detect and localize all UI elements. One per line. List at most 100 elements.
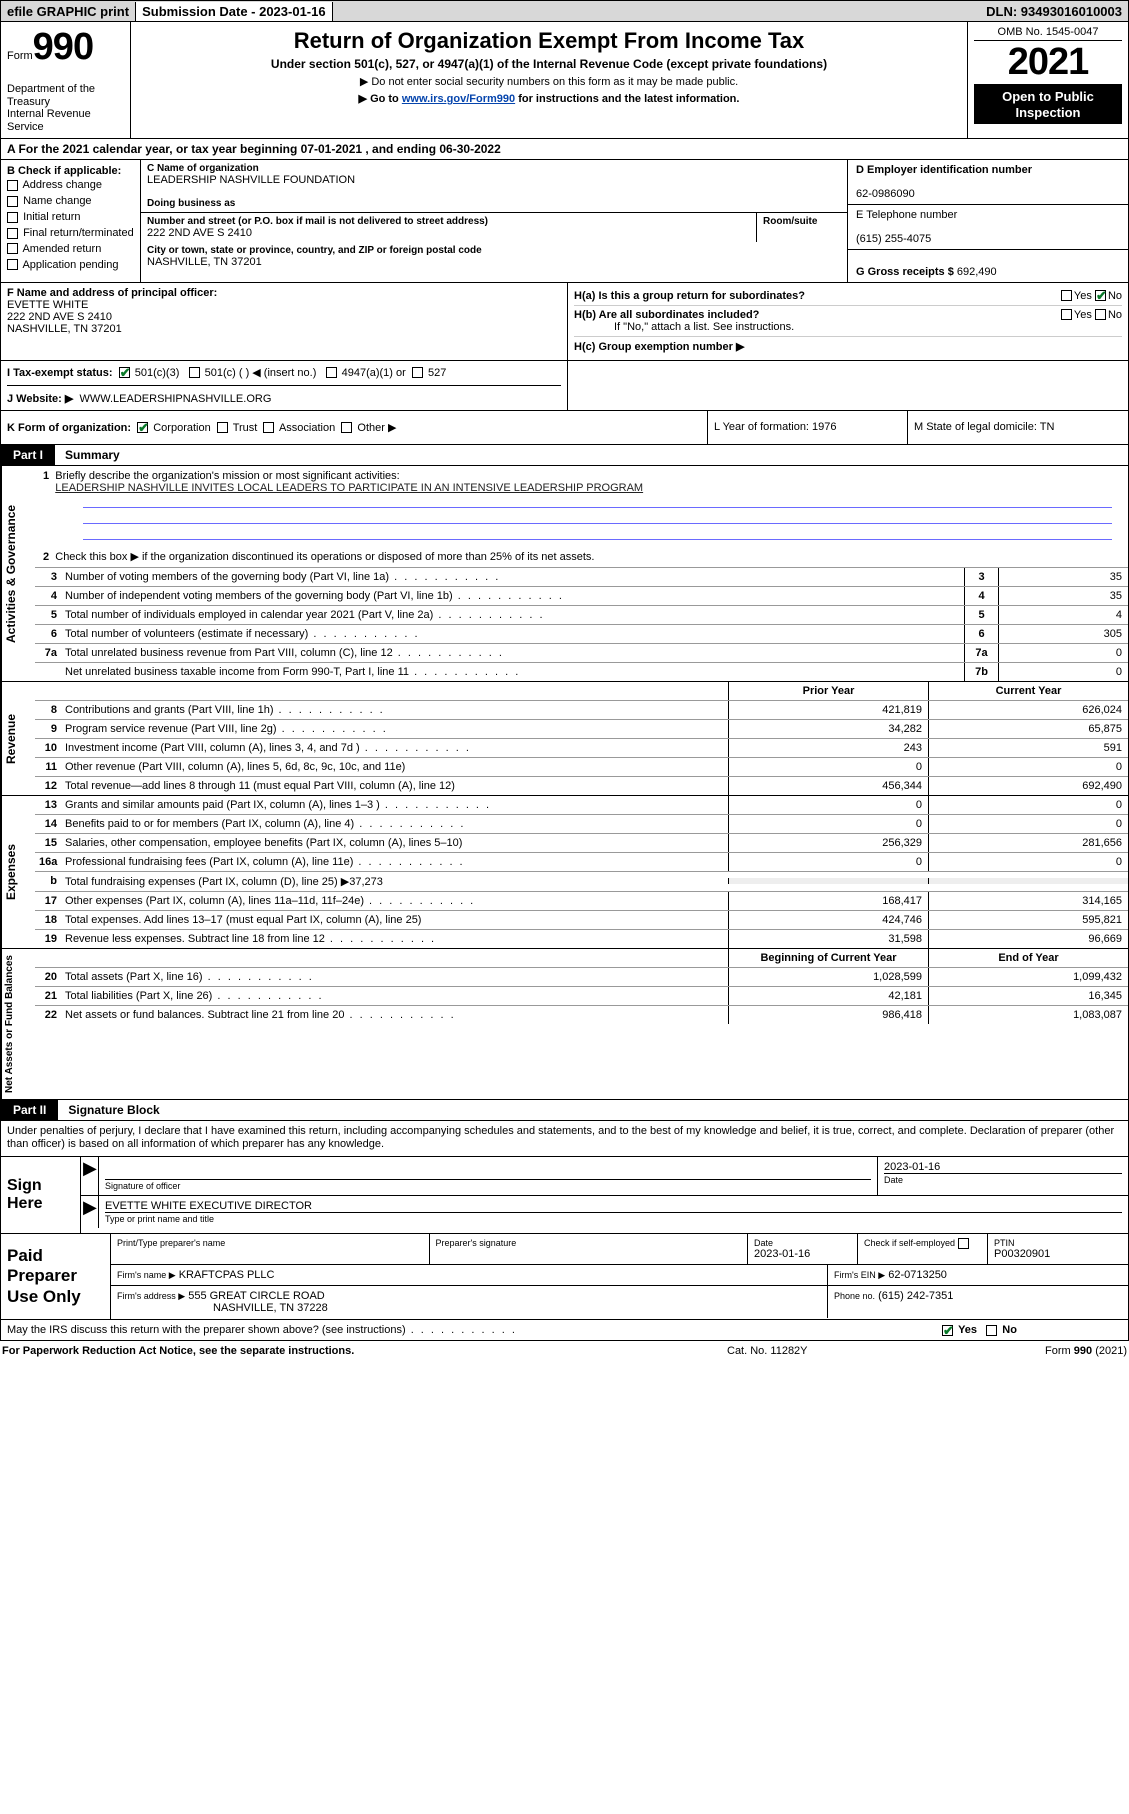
line4: Number of independent voting members of …: [61, 587, 964, 605]
c17: 314,165: [928, 892, 1128, 910]
pra-notice: For Paperwork Reduction Act Notice, see …: [2, 1345, 727, 1357]
col-d-ein: D Employer identification number 62-0986…: [848, 160, 1128, 282]
section-revenue: Revenue Prior YearCurrent Year 8Contribu…: [0, 682, 1129, 796]
topbar-spacer: [333, 9, 981, 13]
line20: Total assets (Part X, line 16): [61, 968, 728, 986]
open-to-public: Open to Public Inspection: [974, 85, 1122, 124]
part-i-title: Summary: [55, 445, 130, 465]
part-ii-header: Part II Signature Block: [0, 1100, 1129, 1121]
p19: 31,598: [728, 930, 928, 948]
form-header: Form990 Department of the Treasury Inter…: [0, 22, 1129, 139]
website-url: WWW.LEADERSHIPNASHVILLE.ORG: [79, 393, 271, 405]
chk-corp[interactable]: [137, 422, 148, 433]
line1-label: Briefly describe the organization's miss…: [55, 470, 399, 482]
chk-final-return[interactable]: Final return/terminated: [7, 226, 134, 241]
val4: 35: [998, 587, 1128, 605]
mission-line-1: [83, 494, 1112, 508]
discuss-yes-chk[interactable]: [942, 1325, 953, 1336]
part-ii-title: Signature Block: [58, 1100, 169, 1120]
irs-link[interactable]: www.irs.gov/Form990: [402, 93, 515, 105]
c20: 1,099,432: [928, 968, 1128, 986]
address-label: Number and street (or P.O. box if mail i…: [147, 216, 750, 227]
chk-amended-return[interactable]: Amended return: [7, 242, 134, 257]
discuss-no-chk[interactable]: [986, 1325, 997, 1336]
chk-assoc[interactable]: [263, 422, 274, 433]
c13: 0: [928, 796, 1128, 814]
firm-ein-lbl: Firm's EIN ▶: [834, 1270, 885, 1280]
officer-addr1: 222 2ND AVE S 2410: [7, 311, 112, 323]
section-net-assets: Net Assets or Fund Balances Beginning of…: [0, 949, 1129, 1100]
line11: Other revenue (Part VIII, column (A), li…: [61, 758, 728, 776]
omb-number: OMB No. 1545-0047: [974, 26, 1122, 41]
row-a-taxyear: A For the 2021 calendar year, or tax yea…: [0, 139, 1129, 160]
prep-date: 2023-01-16: [754, 1248, 851, 1260]
p17: 168,417: [728, 892, 928, 910]
firm-addr-lbl: Firm's address ▶: [117, 1291, 185, 1301]
ha-no-chk[interactable]: [1095, 290, 1106, 301]
line8: Contributions and grants (Part VIII, lin…: [61, 701, 728, 719]
tel: (615) 255-4075: [856, 233, 931, 245]
ptin-lbl: PTIN: [994, 1238, 1122, 1248]
chk-trust[interactable]: [217, 422, 228, 433]
perjury-text: Under penalties of perjury, I declare th…: [0, 1121, 1129, 1158]
val5: 4: [998, 606, 1128, 624]
c19: 96,669: [928, 930, 1128, 948]
dba-label: Doing business as: [147, 198, 841, 209]
hb-yes-chk[interactable]: [1061, 309, 1072, 320]
hb-no-chk[interactable]: [1095, 309, 1106, 320]
city-label: City or town, state or province, country…: [147, 245, 841, 256]
topbar: efile GRAPHIC print Submission Date - 20…: [0, 0, 1129, 22]
line13: Grants and similar amounts paid (Part IX…: [61, 796, 728, 814]
chk-4947[interactable]: [326, 367, 337, 378]
website-label: J Website: ▶: [7, 393, 73, 405]
mission-line-2: [83, 510, 1112, 524]
line10: Investment income (Part VIII, column (A)…: [61, 739, 728, 757]
line9: Program service revenue (Part VIII, line…: [61, 720, 728, 738]
dept-treasury: Department of the Treasury Internal Reve…: [7, 83, 124, 134]
c18: 595,821: [928, 911, 1128, 929]
mission-line-3: [83, 526, 1112, 540]
c14: 0: [928, 815, 1128, 833]
part-ii-tag: Part II: [1, 1100, 58, 1120]
ha-yes-chk[interactable]: [1061, 290, 1072, 301]
bullet2-post: for instructions and the latest informat…: [515, 93, 739, 105]
form-word: Form: [7, 50, 33, 62]
chk-501c[interactable]: [189, 367, 200, 378]
efile-label[interactable]: efile GRAPHIC print: [1, 2, 136, 21]
prep-selfemp: Check if self-employed: [864, 1238, 981, 1249]
c21: 16,345: [928, 987, 1128, 1005]
section-governance: Activities & Governance 1 Briefly descri…: [0, 466, 1129, 682]
section-expenses: Expenses 13Grants and similar amounts pa…: [0, 796, 1129, 949]
address: 222 2ND AVE S 2410: [147, 227, 750, 239]
discuss-q: May the IRS discuss this return with the…: [7, 1324, 942, 1336]
chk-527[interactable]: [412, 367, 423, 378]
type-name-label: Type or print name and title: [105, 1212, 1122, 1224]
form-title: Return of Organization Exempt From Incom…: [137, 28, 961, 54]
chk-name-change[interactable]: Name change: [7, 194, 134, 209]
hb-no: No: [1108, 309, 1122, 321]
line3: Number of voting members of the governin…: [61, 568, 964, 586]
c22: 1,083,087: [928, 1006, 1128, 1024]
col-b-checkboxes: B Check if applicable: Address change Na…: [1, 160, 141, 282]
chk-address-change[interactable]: Address change: [7, 178, 134, 193]
discuss-row: May the IRS discuss this return with the…: [0, 1320, 1129, 1341]
discuss-no: No: [1002, 1324, 1017, 1336]
gross-label: G Gross receipts $: [856, 266, 954, 278]
line14: Benefits paid to or for members (Part IX…: [61, 815, 728, 833]
c10: 591: [928, 739, 1128, 757]
form-subtitle: Under section 501(c), 527, or 4947(a)(1)…: [137, 57, 961, 71]
opt-501c: 501(c) ( ) ◀ (insert no.): [205, 367, 317, 379]
firm-addr1: 555 GREAT CIRCLE ROAD: [188, 1290, 325, 1302]
chk-501c3[interactable]: [119, 367, 130, 378]
p20: 1,028,599: [728, 968, 928, 986]
p9: 34,282: [728, 720, 928, 738]
chk-initial-return[interactable]: Initial return: [7, 210, 134, 225]
chk-app-pending[interactable]: Application pending: [7, 258, 134, 273]
line21: Total liabilities (Part X, line 26): [61, 987, 728, 1005]
chk-self-emp[interactable]: [958, 1238, 969, 1249]
dln: DLN: 93493016010003: [980, 2, 1128, 21]
ptin: P00320901: [994, 1248, 1122, 1260]
mission-text: LEADERSHIP NASHVILLE INVITES LOCAL LEADE…: [55, 482, 643, 494]
chk-other[interactable]: [341, 422, 352, 433]
bullet-2: ▶ Go to www.irs.gov/Form990 for instruct…: [137, 92, 961, 105]
